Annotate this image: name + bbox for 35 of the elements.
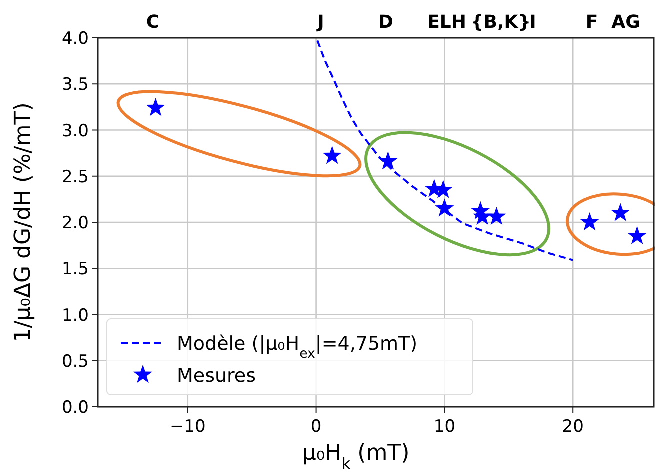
line-series <box>316 40 574 262</box>
y-tick-label: 3.5 <box>62 75 89 96</box>
text: C <box>146 12 160 33</box>
point <box>322 146 342 164</box>
y-tick-label: 1.5 <box>62 260 89 280</box>
text: F <box>586 12 598 33</box>
y-tick-label: 2.5 <box>62 167 89 188</box>
point <box>580 212 600 231</box>
x-tick-label: 20 <box>562 417 584 437</box>
point <box>611 203 630 222</box>
point <box>435 198 454 217</box>
point <box>378 152 398 170</box>
point <box>146 98 166 116</box>
x-axis-title: μ₀H$_{k}$ (mT) <box>302 441 410 473</box>
text: I <box>530 12 536 33</box>
legend-label: Modèle (|μ₀H$_{ex}$|=4,75mT) <box>177 333 418 362</box>
y-tick-label: 1.0 <box>62 306 89 326</box>
y-axis-title: 1/μ₀ΔG dG/dH (%/mT) <box>11 102 36 342</box>
x-tick-label: 0 <box>310 417 322 437</box>
y-tick-label: 0.0 <box>62 398 89 418</box>
text: ELH <box>428 12 466 33</box>
point <box>628 226 647 244</box>
y-tick-label: 0.5 <box>62 352 89 372</box>
text: {B,K} <box>470 12 532 33</box>
point <box>487 206 506 226</box>
y-tick-label: 2.0 <box>62 214 89 234</box>
y-tick-label: 4.0 <box>62 29 89 49</box>
text: D <box>378 12 394 33</box>
legend-label: Mesures <box>177 365 256 387</box>
point <box>473 206 492 226</box>
y-tick-label: 3.0 <box>62 121 89 142</box>
x-tick-label: 10 <box>434 417 456 437</box>
text: J <box>316 12 324 33</box>
text: AG <box>612 12 640 33</box>
x-tick-label: −10 <box>170 417 206 437</box>
